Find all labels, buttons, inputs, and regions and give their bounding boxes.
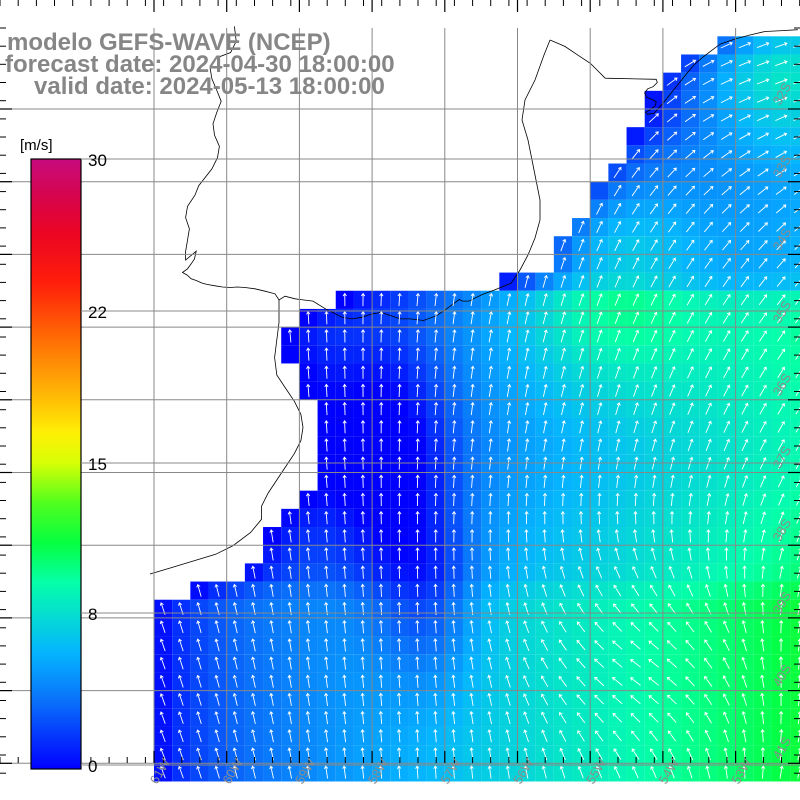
svg-text:30: 30 — [88, 151, 107, 170]
svg-text:8: 8 — [88, 605, 97, 624]
svg-text:[m/s]: [m/s] — [20, 137, 53, 154]
svg-text:0: 0 — [88, 757, 97, 776]
svg-text:15: 15 — [88, 455, 107, 474]
svg-text:valid date: 2024-05-13 18:00:0: valid date: 2024-05-13 18:00:00 — [34, 73, 385, 100]
svg-text:22: 22 — [88, 303, 107, 322]
